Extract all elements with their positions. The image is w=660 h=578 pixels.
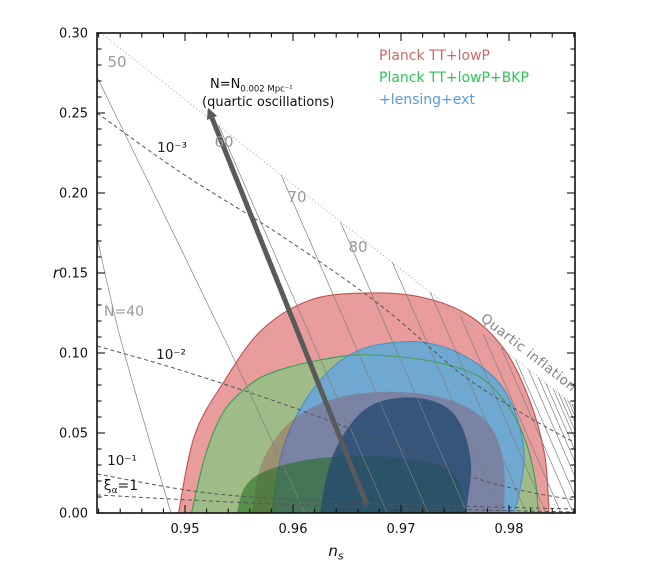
n50-line (97, 77, 306, 513)
y-tick-label: 0.05 (59, 427, 88, 442)
x-axis-title: ns (328, 542, 344, 563)
hatch-line-10 (558, 393, 575, 431)
y-tick-label: 0.20 (59, 187, 88, 202)
hatch-line-3 (482, 333, 562, 513)
hatch-line-4 (501, 348, 574, 513)
hatch-line-9 (552, 388, 575, 440)
axes: 0.95 0.96 0.97 0.98 0.00 0.05 0.10 0.15 0.20 0.25… (53, 27, 576, 563)
x-tick-label: 0.95 (171, 522, 200, 537)
y-tick-label: 0.00 (59, 507, 88, 522)
y-tick-label: 0.10 (59, 347, 88, 362)
y-tick-label: 0.25 (59, 107, 88, 122)
y-axis-title: r (53, 264, 60, 282)
xi-line-3 (97, 494, 575, 513)
contour-outline-0 (177, 292, 550, 513)
label-xi-3: ξα=1 (104, 478, 138, 496)
legend-entry-1: Planck TT+lowP+BKP (379, 70, 529, 86)
contour-outline-green-top (190, 354, 539, 513)
n-trajectory-lines (97, 77, 575, 513)
label-xi-2: 10⁻¹ (107, 453, 137, 469)
n70-line (280, 174, 429, 513)
label-oscillations-1: N=N0.002 Mpc⁻¹ (210, 77, 293, 95)
n80-line (340, 221, 468, 513)
hatch-line-12 (568, 400, 575, 417)
hatch-line-11 (563, 397, 575, 423)
label-oscillations-2: (quartic oscillations) (202, 95, 334, 110)
hatch-line-0 (392, 262, 502, 513)
x-tick-label: 0.98 (495, 522, 524, 537)
legend: Planck TT+lowP Planck TT+lowP+BKP +lensing… (379, 48, 529, 108)
label-n60: 60 (214, 133, 233, 151)
label-n70: 70 (287, 188, 306, 206)
hatch-line-2 (460, 315, 547, 513)
oscillation-arrow-head (206, 107, 218, 120)
plot-area (97, 34, 575, 513)
legend-entry-0: Planck TT+lowP (379, 48, 490, 64)
y-tick-label: 0.30 (59, 27, 88, 42)
label-n40: N=40 (104, 304, 144, 320)
xi-line-0 (97, 112, 575, 444)
hatch-line-8 (545, 382, 575, 451)
label-n80: 80 (348, 238, 367, 256)
xi-line-1 (97, 345, 575, 501)
n40-line (97, 239, 172, 513)
label-n50: 50 (107, 53, 126, 71)
oscillation-arrow-shaft (209, 117, 370, 506)
n60-line (218, 124, 388, 513)
label-xi-0: 10⁻³ (157, 140, 187, 156)
hatch-line-6 (528, 369, 575, 477)
legend-entry-2: +lensing+ext (379, 92, 475, 108)
contour-outline-2 (271, 340, 525, 513)
x-tick-label: 0.97 (387, 522, 416, 537)
xi-dashed-lines (97, 112, 575, 513)
x-tick-label: 0.96 (279, 522, 308, 537)
label-xi-1: 10⁻² (156, 347, 186, 363)
hatch-line-1 (429, 292, 527, 513)
hatch-line-7 (537, 376, 575, 462)
y-tick-label: 0.15 (59, 267, 88, 282)
hatch-line-5 (515, 359, 575, 497)
xi-line-2 (97, 473, 575, 510)
